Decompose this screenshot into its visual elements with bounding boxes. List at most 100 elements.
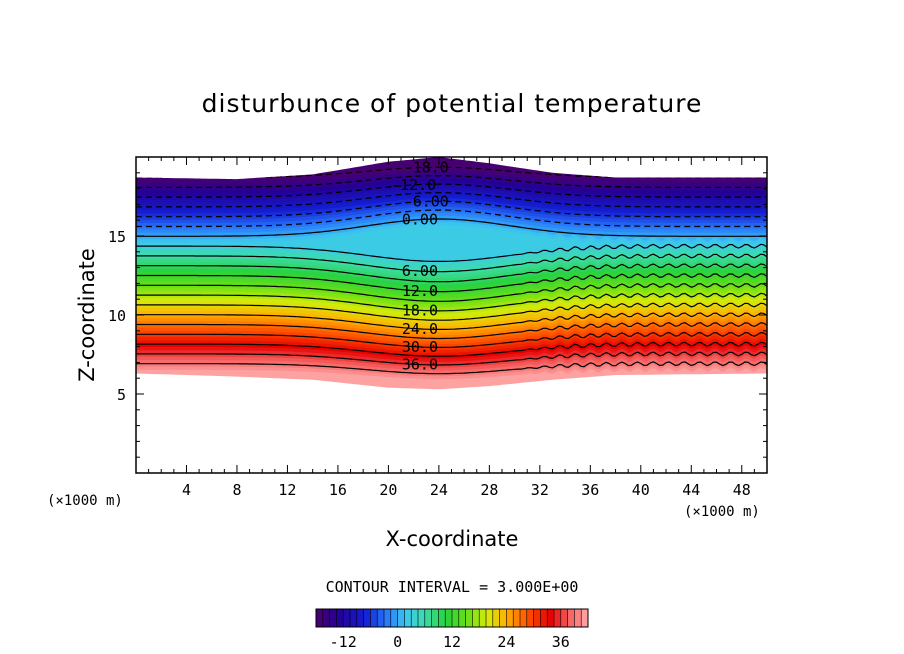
colorbar-tick-label: 36	[552, 633, 570, 651]
y-axis-label: Z-coordinate	[75, 248, 99, 382]
contour-label: 0.00	[402, 211, 438, 229]
colorbar	[315, 608, 589, 628]
colorbar-swatch	[390, 609, 398, 627]
contour-line	[136, 282, 767, 302]
contour-label: -18.0	[404, 158, 449, 176]
contour-line	[136, 175, 767, 188]
contour-label: 12.0	[402, 282, 438, 300]
x-tick-label: 48	[733, 481, 751, 499]
colorbar-swatch	[343, 609, 351, 627]
colorbar-swatch	[363, 609, 371, 627]
colorbar-swatch	[567, 609, 575, 627]
contour-lines	[136, 166, 767, 375]
colorbar-swatch	[472, 609, 480, 627]
contour-line	[136, 243, 767, 262]
x-tick-label: 16	[329, 481, 347, 499]
colorbar-swatch	[431, 609, 439, 627]
x-tick-label: 24	[430, 481, 448, 499]
x-tick-label: 20	[379, 481, 397, 499]
chart-title: disturbunce of potential temperature	[202, 89, 703, 118]
colorbar-swatch	[581, 609, 589, 627]
contour-label: 24.0	[402, 320, 438, 338]
colorbar-swatch	[540, 609, 548, 627]
colorbar-swatch	[411, 609, 419, 627]
contour-line	[136, 302, 767, 321]
colorbar-swatch	[458, 609, 466, 627]
colorbar-tick-labels: -12 0 12 24 36	[330, 633, 570, 651]
x-tick-label: 12	[278, 481, 296, 499]
temperature-field	[136, 157, 767, 390]
x-axis-label: X-coordinate	[386, 527, 519, 551]
y-tick-label: 10	[108, 307, 126, 325]
y-tick-label: 5	[117, 386, 126, 404]
colorbar-swatch	[424, 609, 432, 627]
colorbar-swatch	[526, 609, 534, 627]
contour-labels: -18.0-12.0-6.000.00 6.00 12.018.024.030.03…	[391, 158, 449, 373]
contour-label: 36.0	[402, 356, 438, 374]
contour-line	[136, 361, 767, 375]
colorbar-swatch	[384, 609, 392, 627]
x-tick-labels: 4 8 12 16 20 24 28 32 36 40 44 48	[182, 481, 751, 499]
colorbar-swatch	[438, 609, 446, 627]
colorbar-swatch	[350, 609, 358, 627]
colorbar-tick-label: 24	[497, 633, 515, 651]
color-bands	[136, 157, 767, 390]
x-unit-label: (×1000 m)	[684, 504, 760, 520]
contour-line	[136, 263, 767, 283]
colorbar-swatch	[322, 609, 330, 627]
colorbar-swatch	[513, 609, 521, 627]
contour-line	[136, 331, 767, 348]
y-tick-label: 15	[108, 228, 126, 246]
colorbar-swatch	[492, 609, 500, 627]
colorbar-tick-label: -12	[330, 633, 357, 651]
colorbar-swatch	[574, 609, 582, 627]
colorbar-swatch	[499, 609, 507, 627]
x-tick-label: 8	[232, 481, 241, 499]
colorbar-tick-label: 12	[443, 633, 461, 651]
colorbar-swatch	[336, 609, 344, 627]
color-band	[136, 368, 767, 390]
colorbar-swatch	[560, 609, 568, 627]
y-tick-labels: 5 10 15	[108, 228, 126, 404]
colorbar-swatch	[520, 609, 528, 627]
contour-label: 30.0	[402, 338, 438, 356]
colorbar-swatch	[316, 609, 324, 627]
colorbar-swatch	[554, 609, 562, 627]
contour-line	[136, 192, 767, 208]
contour-line	[136, 273, 767, 293]
colorbar-swatch	[445, 609, 453, 627]
colorbar-frame	[315, 608, 589, 628]
colorbar-tick-label: 0	[393, 633, 402, 651]
x-tick-label: 28	[480, 481, 498, 499]
z-unit-label: (×1000 m)	[47, 493, 123, 509]
colorbar-swatch	[533, 609, 541, 627]
axis-ticks	[136, 157, 767, 473]
contour-line	[136, 209, 767, 228]
colorbar-swatch	[404, 609, 412, 627]
colorbar-swatch	[418, 609, 426, 627]
x-tick-label: 36	[581, 481, 599, 499]
contour-label: 18.0	[402, 301, 438, 319]
contour-line	[136, 200, 767, 218]
colorbar-swatch	[370, 609, 378, 627]
contour-line	[136, 218, 767, 237]
contour-line	[136, 322, 767, 340]
contour-line	[136, 292, 767, 312]
x-tick-label: 32	[531, 481, 549, 499]
colorbar-swatch	[356, 609, 364, 627]
colorbar-swatch	[506, 609, 514, 627]
colorbar-swatch	[486, 609, 494, 627]
contour-line	[136, 253, 767, 273]
contour-line	[136, 351, 767, 366]
colorbar-swatch	[377, 609, 385, 627]
colorbar-swatch	[329, 609, 337, 627]
contour-line	[136, 183, 767, 198]
x-tick-label: 4	[182, 481, 191, 499]
contour-label: -6.00	[404, 193, 449, 211]
colorbar-swatch	[465, 609, 473, 627]
contour-label: -12.0	[391, 176, 436, 194]
contour-line	[136, 341, 767, 357]
contour-line	[136, 312, 767, 330]
x-tick-label: 44	[682, 481, 700, 499]
